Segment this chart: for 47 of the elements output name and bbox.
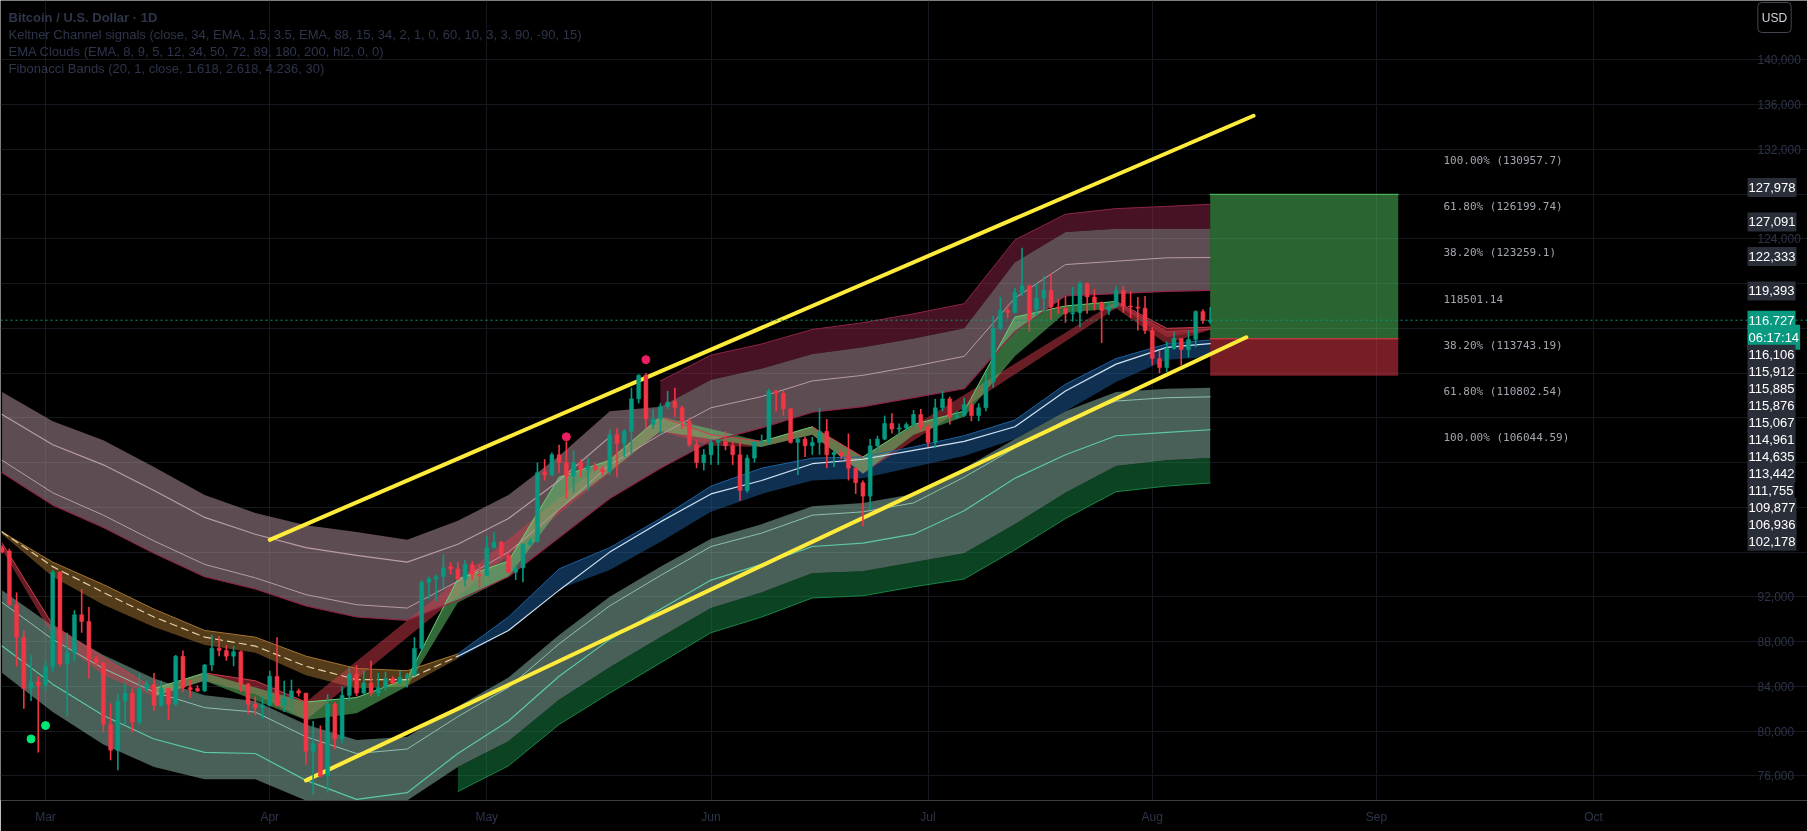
annotation: 119,393 xyxy=(1748,283,1795,299)
y-tick-label: 84,000 xyxy=(1757,679,1795,694)
x-tick-label: Aug xyxy=(1141,809,1163,824)
annotation: 113,442 xyxy=(1748,465,1795,481)
annotation: 115,067 xyxy=(1748,414,1795,430)
annotation: 106,936 xyxy=(1748,516,1796,532)
x-tick-label: May xyxy=(475,809,499,824)
x-tick-label: Jul xyxy=(920,809,936,824)
y-tick-label: 124,000 xyxy=(1757,232,1802,247)
annotation: 122,333 xyxy=(1748,248,1796,264)
annotation: 61.80% (126199.74) xyxy=(1443,200,1563,214)
annotation: 127,978 xyxy=(1748,180,1796,195)
annotation: 61.80% (110802.54) xyxy=(1443,385,1563,398)
x-tick-label: Oct xyxy=(1584,809,1604,824)
annotation: 100.00% (130957.7) xyxy=(1443,154,1563,167)
text: Bitcoin / U.S. Dollar · 1D xyxy=(8,10,158,25)
annotation: 114,961 xyxy=(1748,431,1795,447)
x-tick-label: Mar xyxy=(35,809,56,824)
x-tick-label: Jun xyxy=(701,809,721,824)
x-tick-label: Sep xyxy=(1365,809,1388,824)
y-tick-label: 132,000 xyxy=(1757,142,1802,157)
annotation: 38.20% (123259.1) xyxy=(1443,246,1557,260)
annotation: 116,106 xyxy=(1748,346,1795,362)
annotation: EMA Clouds (EMA, 8, 9, 5, 12, 34, 50, 72, 89, 180, 200, hl2, 0, 0) xyxy=(8,44,384,59)
y-tick-label: 140,000 xyxy=(1757,53,1802,68)
y-tick-label: 136,000 xyxy=(1757,98,1802,113)
annotation: Fibonacci Bands (20, 1, close, 1.618, 2.618, 4.236, 30) xyxy=(8,61,325,76)
annotation: 115,912 xyxy=(1748,363,1795,379)
annotation: 115,876 xyxy=(1748,397,1795,413)
annotation: 109,877 xyxy=(1748,499,1796,515)
x-tick-label: Apr xyxy=(260,809,280,824)
ref-line-label: 116,727 xyxy=(1748,312,1795,328)
annotation: 100.00% (106044.59) xyxy=(1443,431,1570,445)
y-tick-label: 92,000 xyxy=(1757,590,1795,605)
annotation: 127,091 xyxy=(1748,214,1796,230)
y-tick-label: 76,000 xyxy=(1757,769,1795,784)
annotation: 38.20% (113743.19) xyxy=(1443,338,1563,352)
y-tick-label: 80,000 xyxy=(1757,724,1795,739)
annotation: 102,178 xyxy=(1748,533,1796,549)
y-tick-label: 88,000 xyxy=(1757,635,1795,650)
annotation: 111,755 xyxy=(1748,482,1794,498)
y-axis-title: USD xyxy=(1761,10,1788,25)
annotation: 114,635 xyxy=(1748,448,1795,464)
annotation: 06:17:14 xyxy=(1748,329,1800,345)
annotation: Keltner Channel signals (close, 34, EMA, 1.5, 3.5, EMA, 88, 15, 34, 2, 1, 0, 60, 10, 3, 3, 90, -90, 15) xyxy=(8,27,582,42)
annotation: 115,885 xyxy=(1748,380,1795,396)
annotation: 118501.14 xyxy=(1443,293,1504,307)
